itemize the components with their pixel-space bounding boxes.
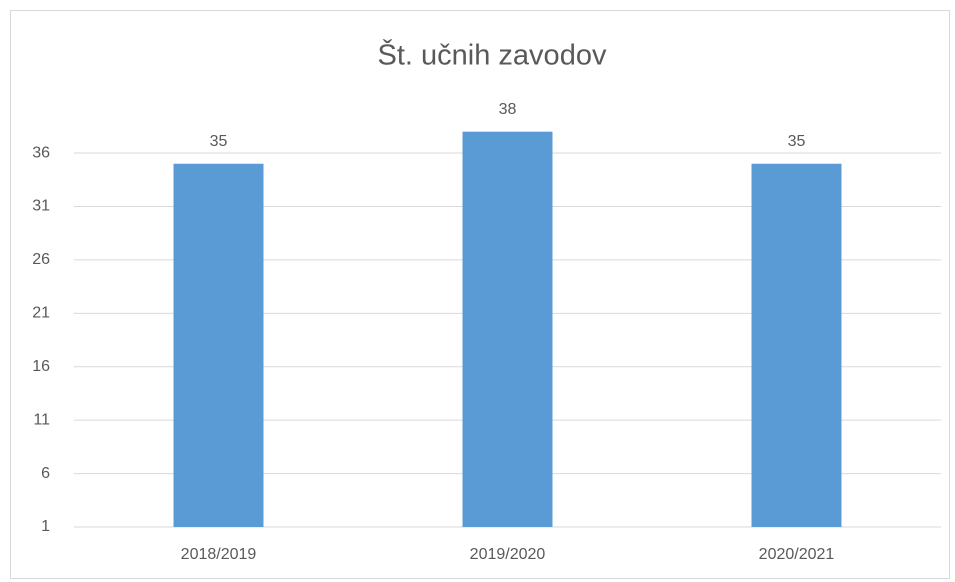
x-tick-label: 2020/2021 — [759, 546, 835, 563]
y-tick-label: 26 — [32, 251, 50, 268]
y-tick-label: 21 — [32, 305, 50, 322]
x-tick-label: 2018/2019 — [181, 546, 257, 563]
bar — [173, 163, 264, 527]
y-tick-label: 1 — [41, 518, 50, 535]
y-tick-label: 11 — [33, 411, 50, 428]
y-tick-label: 16 — [32, 358, 50, 375]
y-tick-label: 6 — [41, 465, 50, 482]
chart-title: Št. učnih zavodov — [378, 38, 607, 72]
data-label: 35 — [210, 133, 228, 150]
x-tick-label: 2019/2020 — [470, 546, 546, 563]
data-label: 38 — [499, 101, 517, 118]
bar — [462, 131, 553, 527]
y-tick-label: 31 — [32, 198, 50, 215]
y-tick-label: 36 — [32, 144, 50, 161]
bar — [751, 163, 842, 527]
data-label: 35 — [788, 133, 806, 150]
